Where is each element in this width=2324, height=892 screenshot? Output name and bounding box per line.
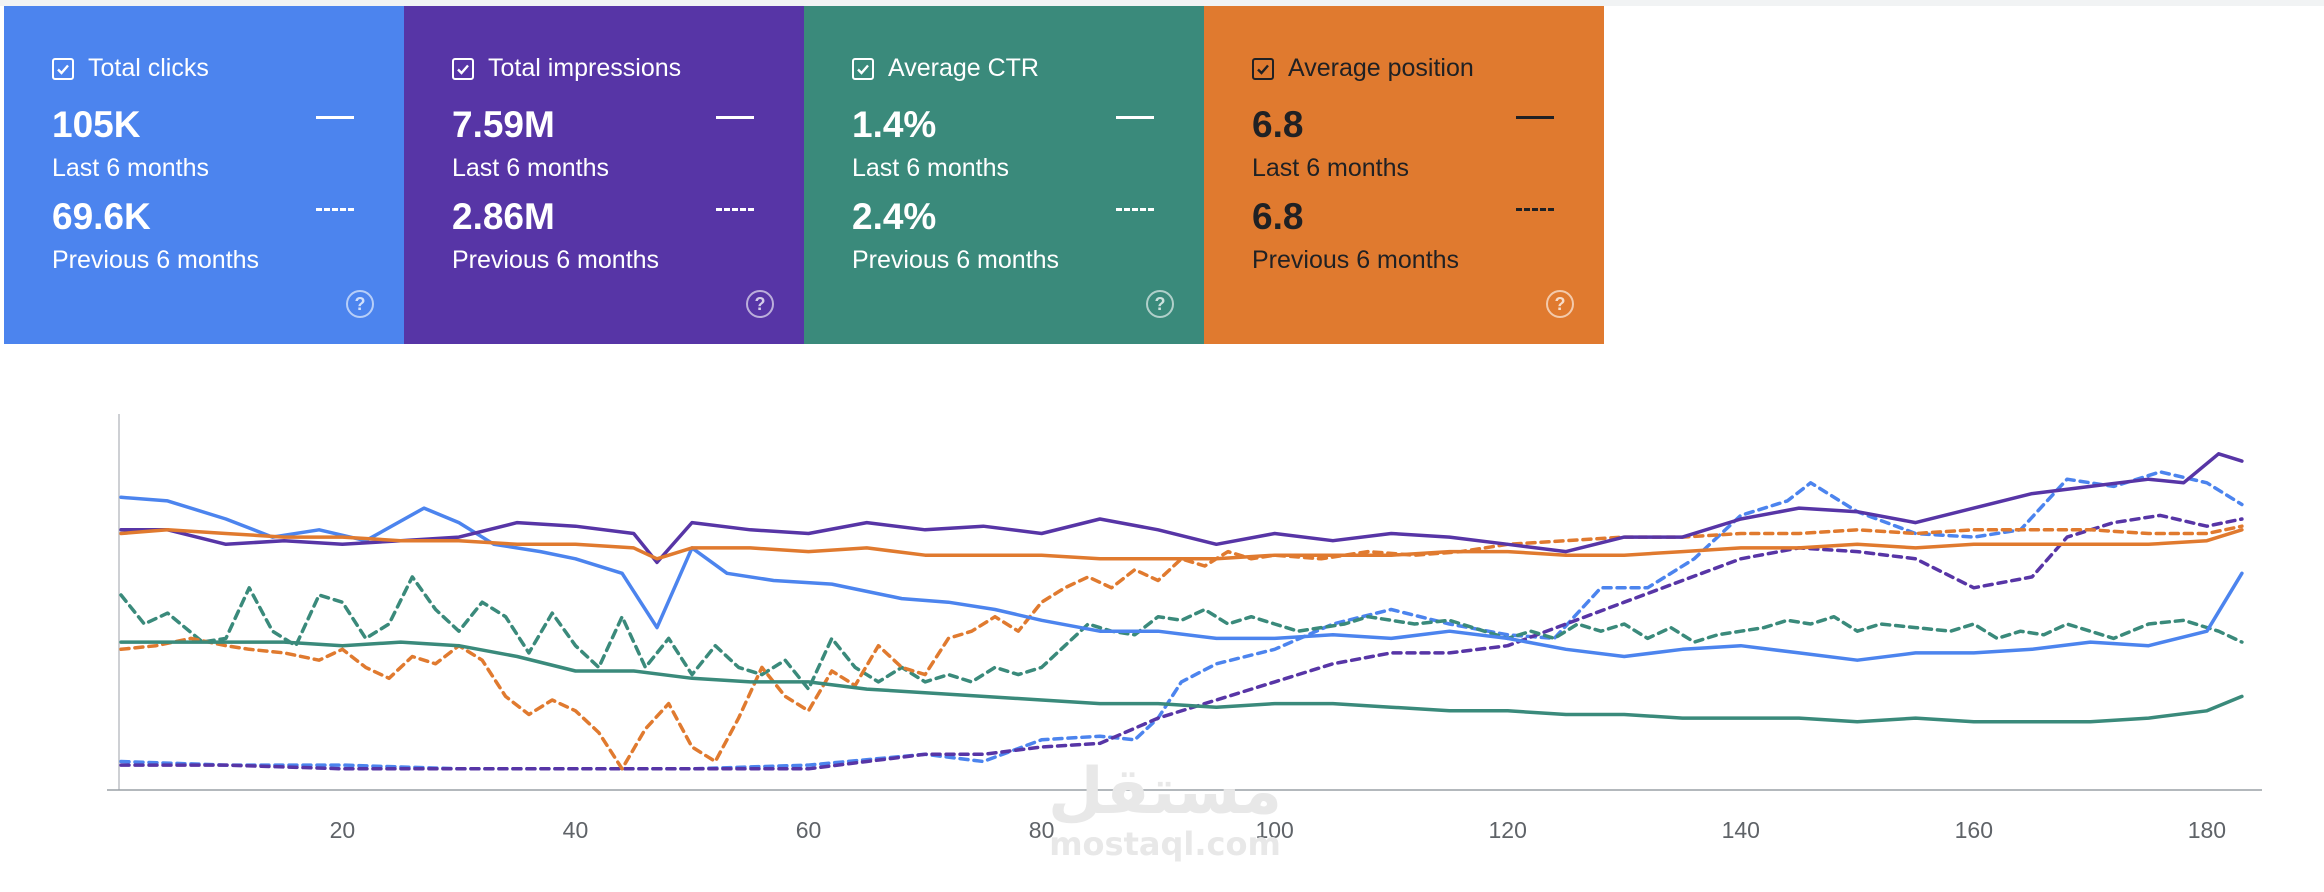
current-value: 6.8: [1252, 104, 1304, 145]
current-value: 7.59M: [452, 104, 555, 145]
x-tick-label-120: 120: [1489, 817, 1527, 843]
help-icon[interactable]: ?: [746, 290, 774, 318]
previous-value: 6.8: [1252, 196, 1304, 237]
checkbox-checked-icon[interactable]: [1252, 57, 1274, 80]
series-line-ctr-last: [119, 640, 2244, 724]
previous-value: 69.6K: [52, 196, 151, 237]
check-mark-icon: [857, 64, 869, 75]
check-mark-icon: [1257, 64, 1269, 75]
x-tick-label-80: 80: [1029, 817, 1055, 843]
help-icon[interactable]: ?: [346, 290, 374, 318]
performance-chart: 20 40 60 80 100 120 140 160 180: [0, 344, 2324, 892]
previous-period-label: Previous 6 months: [852, 246, 1060, 274]
series-line-ctr-previous: [119, 575, 2244, 691]
dashed-line-legend-icon: [1116, 208, 1154, 211]
metric-card-clicks[interactable]: Total clicks 105K Last 6 months 69.6K Previo…: [4, 6, 404, 344]
checkbox-checked-icon[interactable]: [852, 57, 874, 80]
current-value: 1.4%: [852, 104, 937, 145]
current-period-label: Last 6 months: [1252, 154, 1410, 182]
chart-svg: 20 40 60 80 100 120 140 160 180: [107, 414, 2262, 843]
dashed-line-legend-icon: [716, 208, 754, 211]
previous-period-label: Previous 6 months: [452, 246, 660, 274]
card-title: Total clicks: [88, 54, 209, 82]
x-tick-label-140: 140: [1722, 817, 1760, 843]
checkbox-checked-icon[interactable]: [52, 57, 74, 80]
x-tick-label-60: 60: [796, 817, 822, 843]
previous-value: 2.4%: [852, 196, 937, 237]
series-line-clicks-last: [119, 495, 2244, 662]
x-tick-label-180: 180: [2188, 817, 2226, 843]
x-tick-label-100: 100: [1255, 817, 1293, 843]
current-period-label: Last 6 months: [452, 154, 610, 182]
solid-line-legend-icon: [716, 116, 754, 119]
series-line-position-last: [119, 528, 2244, 561]
current-period-label: Last 6 months: [52, 154, 210, 182]
card-title: Average position: [1288, 54, 1474, 82]
metric-card-impressions[interactable]: Total impressions 7.59M Last 6 months 2.86M…: [404, 6, 804, 344]
solid-line-legend-icon: [1516, 116, 1554, 119]
series-line-clicks-previous: [119, 470, 2244, 771]
card-header: Average position: [1252, 54, 1474, 83]
x-tick-label-20: 20: [330, 817, 356, 843]
check-mark-icon: [57, 64, 69, 75]
previous-period-label: Previous 6 months: [52, 246, 260, 274]
x-tick-label-160: 160: [1955, 817, 1993, 843]
series-line-impressions-last: [119, 452, 2244, 565]
dashed-line-legend-icon: [316, 208, 354, 211]
help-icon[interactable]: ?: [1146, 290, 1174, 318]
solid-line-legend-icon: [316, 116, 354, 119]
current-value: 105K: [52, 104, 141, 145]
x-tick-label-40: 40: [563, 817, 589, 843]
help-icon[interactable]: ?: [1546, 290, 1574, 318]
series-line-impressions-previous: [119, 513, 2244, 771]
metric-cards: Total clicks 105K Last 6 months 69.6K Previo…: [4, 6, 1604, 344]
card-title: Total impressions: [488, 54, 682, 82]
checkbox-checked-icon[interactable]: [452, 57, 474, 80]
card-title: Average CTR: [888, 54, 1039, 82]
current-period-label: Last 6 months: [852, 154, 1010, 182]
metric-card-ctr[interactable]: Average CTR 1.4% Last 6 months 2.4% Previous…: [804, 6, 1204, 344]
card-header: Total impressions: [452, 54, 681, 83]
solid-line-legend-icon: [1116, 116, 1154, 119]
dashed-line-legend-icon: [1516, 208, 1554, 211]
card-header: Total clicks: [52, 54, 209, 83]
previous-value: 2.86M: [452, 196, 555, 237]
previous-period-label: Previous 6 months: [1252, 246, 1460, 274]
metric-card-position[interactable]: Average position 6.8 Last 6 months 6.8 Previ…: [1204, 6, 1604, 344]
card-header: Average CTR: [852, 54, 1039, 83]
check-mark-icon: [457, 64, 469, 75]
top-strip: [0, 0, 2324, 6]
